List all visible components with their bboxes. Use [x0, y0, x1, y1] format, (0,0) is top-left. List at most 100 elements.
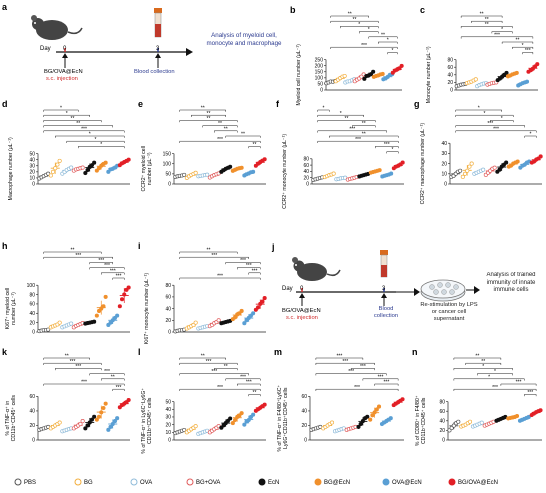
y-tick-label: 20	[439, 428, 445, 434]
legend-marker	[186, 478, 194, 486]
significance-label: **	[362, 132, 366, 138]
significance-label: *	[530, 132, 532, 138]
significance-label: *	[478, 106, 480, 112]
significance-bracket	[43, 114, 90, 117]
significance-bracket	[455, 109, 502, 112]
significance-bracket	[522, 52, 534, 55]
data-point	[103, 160, 108, 165]
agent-label: BG/OVA@EcN	[282, 308, 321, 314]
data-point	[538, 408, 543, 413]
data-point	[239, 165, 244, 170]
data-point	[524, 79, 530, 84]
y-tick-label: 20	[447, 80, 453, 86]
data-point	[216, 318, 221, 323]
significance-label: **	[71, 248, 75, 254]
legend-label: OVA@EcN	[392, 480, 422, 486]
significance-label: **	[224, 126, 228, 132]
significance-label: ***	[110, 268, 116, 274]
significance-bracket	[460, 36, 534, 39]
y-axis-label: % of TNF-α⁺ in Ly6C⁺Ly6G⁺CD11b⁺CD45⁺ cel…	[141, 388, 153, 454]
data-point	[122, 292, 127, 297]
data-point	[99, 410, 104, 415]
significance-bracket	[317, 109, 330, 112]
y-tick-label: 40	[303, 169, 309, 175]
significance-bracket	[179, 256, 249, 259]
y-axis-label: Monocyte number (μL⁻¹)	[426, 46, 432, 103]
y-axis-label: Ki67⁺ myeloid cellnumber (μL⁻¹)	[5, 288, 17, 330]
data-point	[69, 165, 74, 170]
data-point	[331, 171, 336, 176]
data-point	[447, 428, 452, 433]
data-point	[362, 76, 367, 81]
significance-bracket	[512, 46, 534, 49]
data-point	[117, 304, 122, 309]
panel-label-d: d	[2, 99, 8, 109]
significance-bracket	[340, 26, 379, 29]
legend-item: OVA@EcN	[382, 478, 422, 486]
significance-label: ***	[81, 126, 87, 132]
day-3-label: 3	[156, 46, 160, 52]
significance-bracket	[455, 125, 525, 128]
significance-label: *	[392, 147, 394, 153]
significance-label: **	[241, 132, 245, 138]
significance-bracket	[352, 125, 376, 128]
data-point	[400, 160, 405, 165]
significance-label: ***	[525, 48, 531, 54]
legend-item: PBS	[14, 478, 36, 486]
significance-label: ***	[75, 253, 81, 259]
significance-bracket	[225, 262, 261, 265]
significance-label: **	[481, 359, 485, 365]
panel-label-e: e	[138, 99, 143, 109]
significance-bracket	[453, 357, 502, 360]
y-axis-label: CCR2⁺ macrophage number (μL⁻¹)	[420, 123, 426, 205]
y-tick-label: 80	[303, 157, 309, 163]
y-tick-label: 80	[447, 57, 453, 63]
legend-item: BG@EcN	[314, 478, 350, 486]
legend-item: BG	[74, 478, 93, 486]
y-tick-label: 30	[441, 151, 447, 157]
legend-marker	[448, 478, 456, 486]
significance-bracket	[112, 277, 125, 280]
day-0-label: 0	[63, 46, 67, 52]
significance-label: **	[201, 106, 205, 112]
significance-bracket	[191, 114, 226, 117]
significance-bracket	[179, 388, 261, 391]
data-point	[504, 160, 509, 165]
data-point	[115, 416, 120, 421]
data-point	[112, 419, 118, 424]
significance-label: ***	[527, 390, 533, 396]
significance-bracket	[248, 272, 261, 275]
data-point	[451, 423, 456, 428]
data-point	[377, 168, 382, 173]
y-tick-label: 40	[301, 409, 307, 415]
panel-label-k: k	[2, 347, 8, 357]
significance-bracket	[89, 267, 125, 270]
significance-bracket	[455, 130, 537, 133]
significance-bracket	[317, 120, 376, 123]
day-0-label: 0	[300, 286, 304, 292]
significance-label: **	[71, 116, 75, 122]
y-tick-label: 250	[315, 57, 324, 63]
data-point	[368, 72, 374, 77]
significance-label: ***	[493, 126, 499, 132]
significance-label: **	[362, 121, 366, 127]
legend-label: BG+OVA	[196, 480, 220, 486]
significance-label: *	[323, 106, 325, 112]
data-point	[460, 174, 465, 179]
significance-label: ***	[516, 380, 522, 386]
significance-label: ***	[81, 380, 87, 386]
panel-label-b: b	[290, 5, 296, 15]
significance-bracket	[330, 15, 369, 18]
data-point	[89, 163, 95, 168]
panel-label-a: a	[2, 2, 8, 12]
significance-label: **	[207, 111, 211, 117]
significance-bracket	[317, 114, 364, 117]
mouse-icon	[31, 15, 83, 40]
significance-bracket	[524, 394, 537, 397]
y-tick-label: 40	[439, 419, 445, 425]
data-point	[242, 422, 247, 427]
data-point	[342, 73, 347, 79]
significance-bracket	[315, 357, 364, 360]
